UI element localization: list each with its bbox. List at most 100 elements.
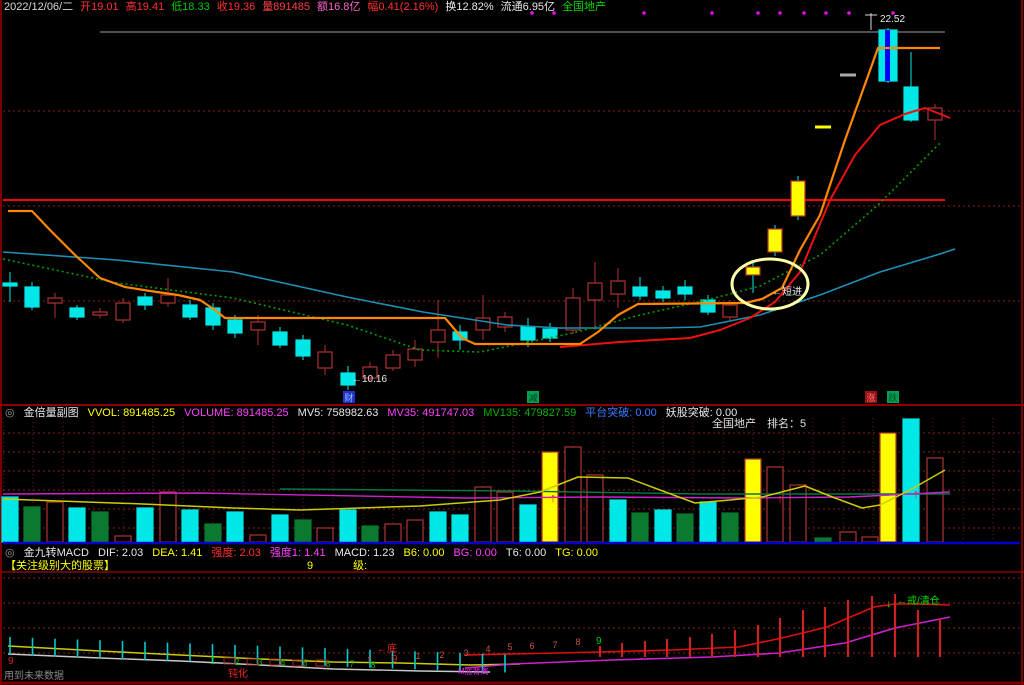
candle-body[interactable] [632,286,648,297]
candle[interactable] [632,277,648,300]
candle-body[interactable] [250,321,266,331]
candle-body[interactable] [722,304,738,318]
candle[interactable] [24,282,40,310]
volume-bar[interactable] [316,527,334,543]
candle[interactable] [362,362,378,381]
volume-bar[interactable] [451,514,469,543]
candle-body[interactable] [227,319,243,334]
volume-bar[interactable] [136,507,154,543]
candle-body[interactable] [272,331,288,346]
candle[interactable] [565,288,581,334]
event-flag[interactable]: 涨 [865,391,877,403]
volume-bar[interactable] [384,523,402,543]
volume-bar[interactable] [271,514,289,543]
candle[interactable] [115,298,131,323]
candle-body[interactable] [317,351,333,369]
volume-bar[interactable] [474,486,492,543]
candle[interactable] [340,366,356,390]
candle-body[interactable] [520,326,536,341]
volume-bar[interactable] [564,446,582,543]
candle[interactable] [205,303,221,330]
candle-body[interactable] [295,339,311,357]
candle-body[interactable] [407,348,423,361]
candle[interactable] [385,350,401,371]
candle-body[interactable] [182,304,198,318]
candle[interactable] [655,286,671,302]
candle-body[interactable] [69,307,85,318]
volume-bar[interactable] [744,458,762,543]
candle-body[interactable] [903,86,919,121]
candle[interactable] [767,225,783,256]
candle[interactable] [317,345,333,375]
volume-bar[interactable] [114,535,132,543]
candle[interactable] [272,327,288,348]
candle-body[interactable] [745,266,761,276]
event-flag[interactable]: 跌 [887,391,899,403]
volume-bar[interactable] [226,511,244,543]
volume-bar[interactable] [339,509,357,543]
candle[interactable] [497,312,513,332]
candle[interactable] [137,293,153,310]
candle-body[interactable] [2,282,18,287]
candle-body[interactable] [700,299,716,313]
event-flag[interactable]: 财 [343,391,355,403]
candle-body[interactable] [542,328,558,339]
candle[interactable] [878,28,898,83]
candle-body[interactable] [385,354,401,369]
sector-block-bar[interactable]: 【所属板块】【行业】全国地产【地域】重庆板块【概念】成渝特区 央企改革 [4,15,376,27]
candle[interactable] [295,335,311,360]
volume-bar[interactable] [46,501,64,543]
candle-body[interactable] [24,286,40,308]
volume-bar[interactable] [249,534,267,543]
candle-body[interactable] [92,311,108,316]
candle-body[interactable] [115,302,131,321]
candle-body[interactable] [610,280,626,295]
volume-bar[interactable] [294,519,312,543]
volume-bar[interactable] [361,525,379,543]
candle-body[interactable] [340,372,356,386]
volume-bar[interactable] [926,457,944,543]
candle[interactable] [2,272,18,302]
volume-bar[interactable] [23,506,41,543]
volume-bar[interactable] [654,509,672,543]
candle-body[interactable] [655,290,671,299]
event-flag[interactable]: 减 [527,391,539,403]
candle[interactable] [745,263,761,293]
candle[interactable] [250,315,266,345]
macd-indicator-header[interactable]: ◎ 金九转MACD DIF: 2.03 DEA: 1.41 强度: 2.03 强度1: 1… [5,547,607,559]
volume-bar[interactable] [181,509,199,543]
candle-body[interactable] [565,297,581,331]
volume-bar[interactable] [204,523,222,543]
volume-bar[interactable] [631,512,649,543]
volume-bar[interactable] [519,504,537,543]
volume-bar[interactable] [586,474,604,543]
volume-bar[interactable] [814,537,832,543]
candle[interactable] [47,293,63,318]
candle-body[interactable] [47,297,63,304]
volume-indicator-header[interactable]: ◎ 金倍量副图 VVOL: 891485.25 VOLUME: 891485.25 MV… [5,407,746,419]
candle-body[interactable] [137,296,153,306]
candle-body[interactable] [790,180,806,217]
candle[interactable] [790,176,806,220]
candle-body[interactable] [205,307,221,326]
volume-bar[interactable] [68,507,86,543]
candle[interactable] [610,268,626,308]
volume-bar[interactable] [159,491,177,543]
candle-body[interactable] [677,286,693,295]
candle[interactable] [542,323,558,342]
candle[interactable] [407,340,423,367]
volume-bar[interactable] [91,511,109,543]
candle[interactable] [92,308,108,318]
candle[interactable] [227,315,243,338]
volume-bar[interactable] [879,432,897,543]
candle-body[interactable] [587,282,603,301]
candle[interactable] [69,305,85,320]
volume-bar[interactable] [609,499,627,543]
volume-bar[interactable] [721,512,739,543]
candle-body[interactable] [767,228,783,253]
candle-body[interactable] [430,329,446,343]
volume-bar[interactable] [429,511,447,543]
candle[interactable] [182,300,198,320]
volume-bar[interactable] [1,496,19,543]
